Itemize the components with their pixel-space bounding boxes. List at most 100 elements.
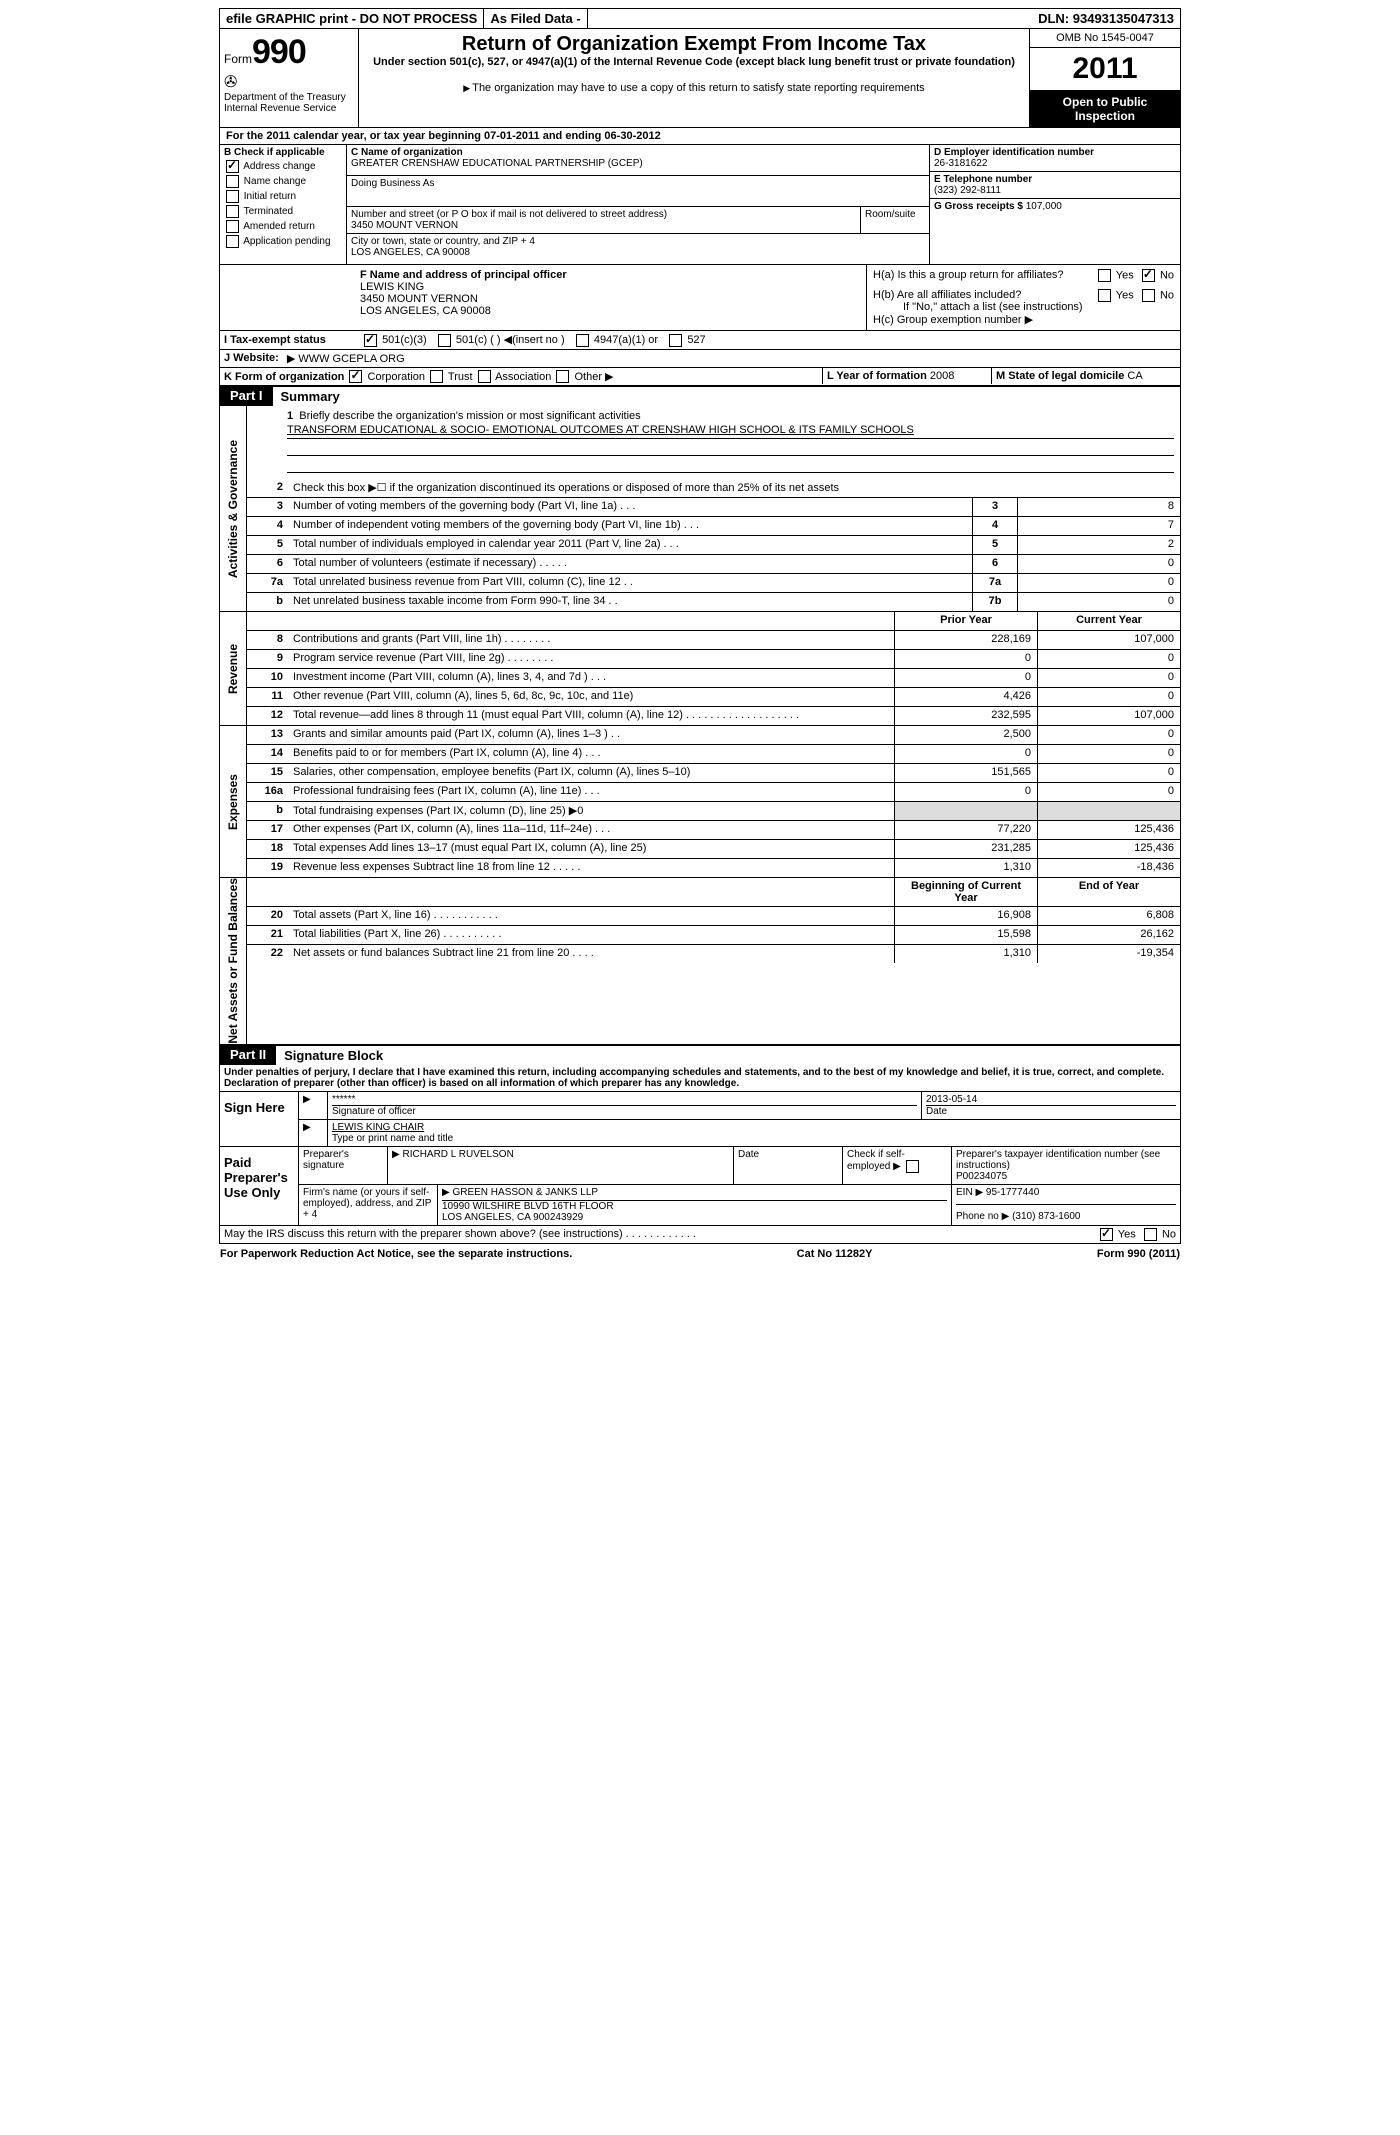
- d-label: D Employer identification number: [934, 147, 1176, 158]
- row-a-tax-year: For the 2011 calendar year, or tax year …: [220, 128, 1180, 145]
- e-label: E Telephone number: [934, 174, 1176, 185]
- summary-row: 8Contributions and grants (Part VIII, li…: [247, 631, 1180, 650]
- firm-name: GREEN HASSON & JANKS LLP: [452, 1187, 598, 1198]
- footer-center: Cat No 11282Y: [797, 1248, 873, 1260]
- firm-ein: 95-1777440: [986, 1187, 1039, 1198]
- summary-row: bTotal fundraising expenses (Part IX, co…: [247, 802, 1180, 821]
- firm-label: Firm's name (or yours if self-employed),…: [299, 1185, 438, 1225]
- open-inspection-label: Open to Public Inspection: [1030, 91, 1180, 127]
- column-d: D Employer identification number 26-3181…: [930, 145, 1180, 264]
- self-employed-checkbox[interactable]: [906, 1160, 919, 1173]
- activities-label: Activities & Governance: [220, 406, 247, 611]
- hb-note: If "No," attach a list (see instructions…: [873, 301, 1174, 313]
- top-bar: efile GRAPHIC print - DO NOT PROCESS As …: [220, 9, 1180, 29]
- hb-label: H(b) Are all affiliates included?: [873, 289, 1021, 301]
- 4947-checkbox[interactable]: [576, 334, 589, 347]
- form-header: Form990 ✇ Department of the Treasury Int…: [220, 29, 1180, 128]
- street-value: 3450 MOUNT VERNON: [351, 220, 856, 231]
- c-name-label: C Name of organization: [351, 147, 925, 158]
- summary-row: 9Program service revenue (Part VIII, lin…: [247, 650, 1180, 669]
- header-center: Return of Organization Exempt From Incom…: [359, 29, 1029, 127]
- part2-num: Part II: [220, 1045, 276, 1065]
- date-label: Date: [926, 1105, 1176, 1117]
- header-left: Form990 ✇ Department of the Treasury Int…: [220, 29, 359, 127]
- dln-value: 93493135047313: [1073, 11, 1174, 26]
- header-right: OMB No 1545-0047 2011 Open to Public Ins…: [1029, 29, 1180, 127]
- sign-here-label: Sign Here: [220, 1092, 299, 1146]
- l-label: L Year of formation: [827, 370, 927, 382]
- ein-value: 26-3181622: [934, 158, 1176, 169]
- address-change-checkbox[interactable]: [226, 160, 239, 173]
- f-label: F Name and address of principal officer: [360, 269, 860, 281]
- as-filed-label: As Filed Data -: [484, 9, 587, 28]
- room-label: Room/suite: [861, 207, 929, 233]
- column-f: F Name and address of principal officer …: [220, 265, 867, 330]
- begin-year-header: Beginning of Current Year: [894, 878, 1037, 906]
- summary-row: 6Total number of volunteers (estimate if…: [247, 555, 1180, 574]
- row-k-l-m: K Form of organization Corporation Trust…: [220, 368, 1180, 387]
- current-year-header: Current Year: [1037, 612, 1180, 630]
- assoc-checkbox[interactable]: [478, 370, 491, 383]
- name-change-checkbox[interactable]: [226, 175, 239, 188]
- dept-label: Department of the Treasury: [224, 92, 354, 103]
- i-label: I Tax-exempt status: [220, 332, 358, 348]
- row-j: J Website: ▶ WWW GCEPLA ORG: [220, 350, 1180, 368]
- section-b-c-d: B Check if applicable Address change Nam…: [220, 145, 1180, 265]
- terminated-checkbox[interactable]: [226, 205, 239, 218]
- phone-value: (323) 292-8111: [934, 185, 1176, 196]
- 527-checkbox[interactable]: [669, 334, 682, 347]
- ha-label: H(a) Is this a group return for affiliat…: [873, 269, 1064, 281]
- org-name: GREATER CRENSHAW EDUCATIONAL PARTNERSHIP…: [351, 158, 925, 169]
- phone-label: Phone no: [956, 1211, 999, 1222]
- part1-title: Summary: [273, 386, 1180, 406]
- j-label: J Website:: [220, 350, 283, 366]
- discuss-text: May the IRS discuss this return with the…: [220, 1226, 1094, 1242]
- footer-left: For Paperwork Reduction Act Notice, see …: [220, 1248, 572, 1260]
- summary-row: 20Total assets (Part X, line 16) . . . .…: [247, 907, 1180, 926]
- corp-checkbox[interactable]: [349, 370, 362, 383]
- form-subtitle: Under section 501(c), 527, or 4947(a)(1)…: [365, 56, 1023, 68]
- summary-row: 12Total revenue—add lines 8 through 11 (…: [247, 707, 1180, 725]
- activities-governance-section: Activities & Governance 1 Briefly descri…: [220, 406, 1180, 612]
- year-formation: 2008: [930, 370, 954, 382]
- discuss-no-checkbox[interactable]: [1144, 1228, 1157, 1241]
- line1-label: Briefly describe the organization's miss…: [299, 410, 640, 422]
- 501c3-checkbox[interactable]: [364, 334, 377, 347]
- 501c-checkbox[interactable]: [438, 334, 451, 347]
- officer-city: LOS ANGELES, CA 90008: [360, 305, 860, 317]
- part1-header: Part I Summary: [220, 386, 1180, 406]
- ein-label: EIN: [956, 1187, 973, 1198]
- hb-yes-checkbox[interactable]: [1098, 289, 1111, 302]
- application-pending-checkbox[interactable]: [226, 235, 239, 248]
- omb-number: OMB No 1545-0047: [1030, 29, 1180, 48]
- revenue-section: Revenue Prior Year Current Year 8Contrib…: [220, 612, 1180, 726]
- hc-label: H(c) Group exemption number: [873, 314, 1022, 326]
- officer-name: LEWIS KING: [360, 281, 860, 293]
- initial-return-checkbox[interactable]: [226, 190, 239, 203]
- expenses-label: Expenses: [220, 726, 247, 877]
- b-label: B Check if applicable: [224, 147, 342, 158]
- form-number: 990: [252, 33, 306, 71]
- page-footer: For Paperwork Reduction Act Notice, see …: [216, 1244, 1184, 1264]
- ha-no-checkbox[interactable]: [1142, 269, 1155, 282]
- other-checkbox[interactable]: [556, 370, 569, 383]
- officer-sig-stars: ******: [332, 1094, 917, 1105]
- sign-here-row: Sign Here ▶ ****** Signature of officer …: [220, 1092, 1180, 1147]
- discuss-yes-checkbox[interactable]: [1100, 1228, 1113, 1241]
- copy-note: The organization may have to use a copy …: [472, 82, 924, 94]
- hb-no-checkbox[interactable]: [1142, 289, 1155, 302]
- trust-checkbox[interactable]: [430, 370, 443, 383]
- part2-title: Signature Block: [276, 1045, 1180, 1065]
- amended-return-checkbox[interactable]: [226, 220, 239, 233]
- ha-yes-checkbox[interactable]: [1098, 269, 1111, 282]
- ptin-value: P00234075: [956, 1171, 1176, 1182]
- part1-num: Part I: [220, 386, 273, 406]
- website-value: WWW GCEPLA ORG: [298, 353, 404, 365]
- revenue-label: Revenue: [220, 612, 247, 725]
- end-year-header: End of Year: [1037, 878, 1180, 906]
- summary-row: 11Other revenue (Part VIII, column (A), …: [247, 688, 1180, 707]
- part2-header: Part II Signature Block: [220, 1045, 1180, 1065]
- dba-label: Doing Business As: [351, 178, 925, 189]
- city-value: LOS ANGELES, CA 90008: [351, 247, 925, 258]
- form-title: Return of Organization Exempt From Incom…: [365, 33, 1023, 56]
